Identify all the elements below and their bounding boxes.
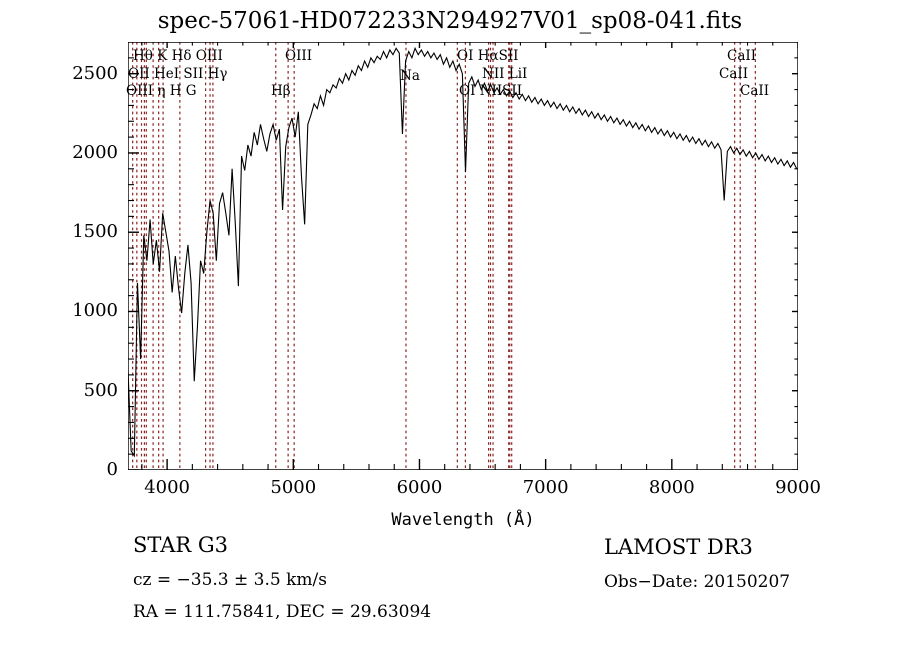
x-tick-label: 8000: [648, 477, 695, 498]
x-tick-label: 6000: [396, 477, 443, 498]
figure-title: spec-57061-HD072233N294927V01_sp08-041.f…: [157, 8, 743, 34]
x-tick-label: 4000: [144, 477, 191, 498]
label-caii-2: CaII: [719, 66, 749, 82]
y-tick-label: 1000: [72, 300, 118, 322]
obs-date-text: Obs−Date: 20150207: [604, 572, 791, 592]
group-row1-left: OII HeI SII Hγ: [128, 66, 228, 82]
x-tick-label: 7000: [522, 477, 569, 498]
spectrum-plot-svg: [128, 42, 798, 470]
y-tick-label: 1500: [72, 221, 118, 243]
label-caii-3: CaII: [740, 83, 770, 99]
label-hbeta: Hβ: [271, 83, 291, 99]
label-na: Na: [400, 68, 420, 84]
label-oiii-5007: OIII: [285, 48, 313, 64]
y-tick-label: 500: [83, 379, 118, 401]
coordinates-text: RA = 111.75841, DEC = 29.63094: [133, 602, 432, 622]
group-row2-halpha: OI NIISII: [459, 83, 523, 99]
axis-frame: [128, 42, 798, 470]
x-axis-label: Wavelength (Å): [391, 510, 535, 530]
group-row2-left: OIII η H G: [126, 83, 197, 99]
group-row0-left: Hθ K Hδ OIII: [133, 48, 223, 64]
y-tick-label: 0: [106, 459, 118, 480]
survey-text: LAMOST DR3: [604, 535, 753, 559]
plot-area: [128, 42, 798, 470]
group-row0-halpha: OI HαSII: [457, 48, 519, 64]
y-tick-label: 2500: [72, 62, 118, 84]
spectral-line-markers: [132, 42, 756, 470]
group-row1-halpha: NII LiI: [482, 66, 528, 82]
object-type-text: STAR G3: [133, 533, 229, 557]
y-tick-label: 2000: [72, 141, 118, 163]
x-tick-label: 9000: [775, 477, 821, 498]
radial-velocity-text: cz = −35.3 ± 3.5 km/s: [133, 570, 327, 590]
label-caii-1: CaII: [727, 48, 757, 64]
spectrum-curve: [128, 46, 798, 458]
x-tick-label: 5000: [270, 477, 317, 498]
